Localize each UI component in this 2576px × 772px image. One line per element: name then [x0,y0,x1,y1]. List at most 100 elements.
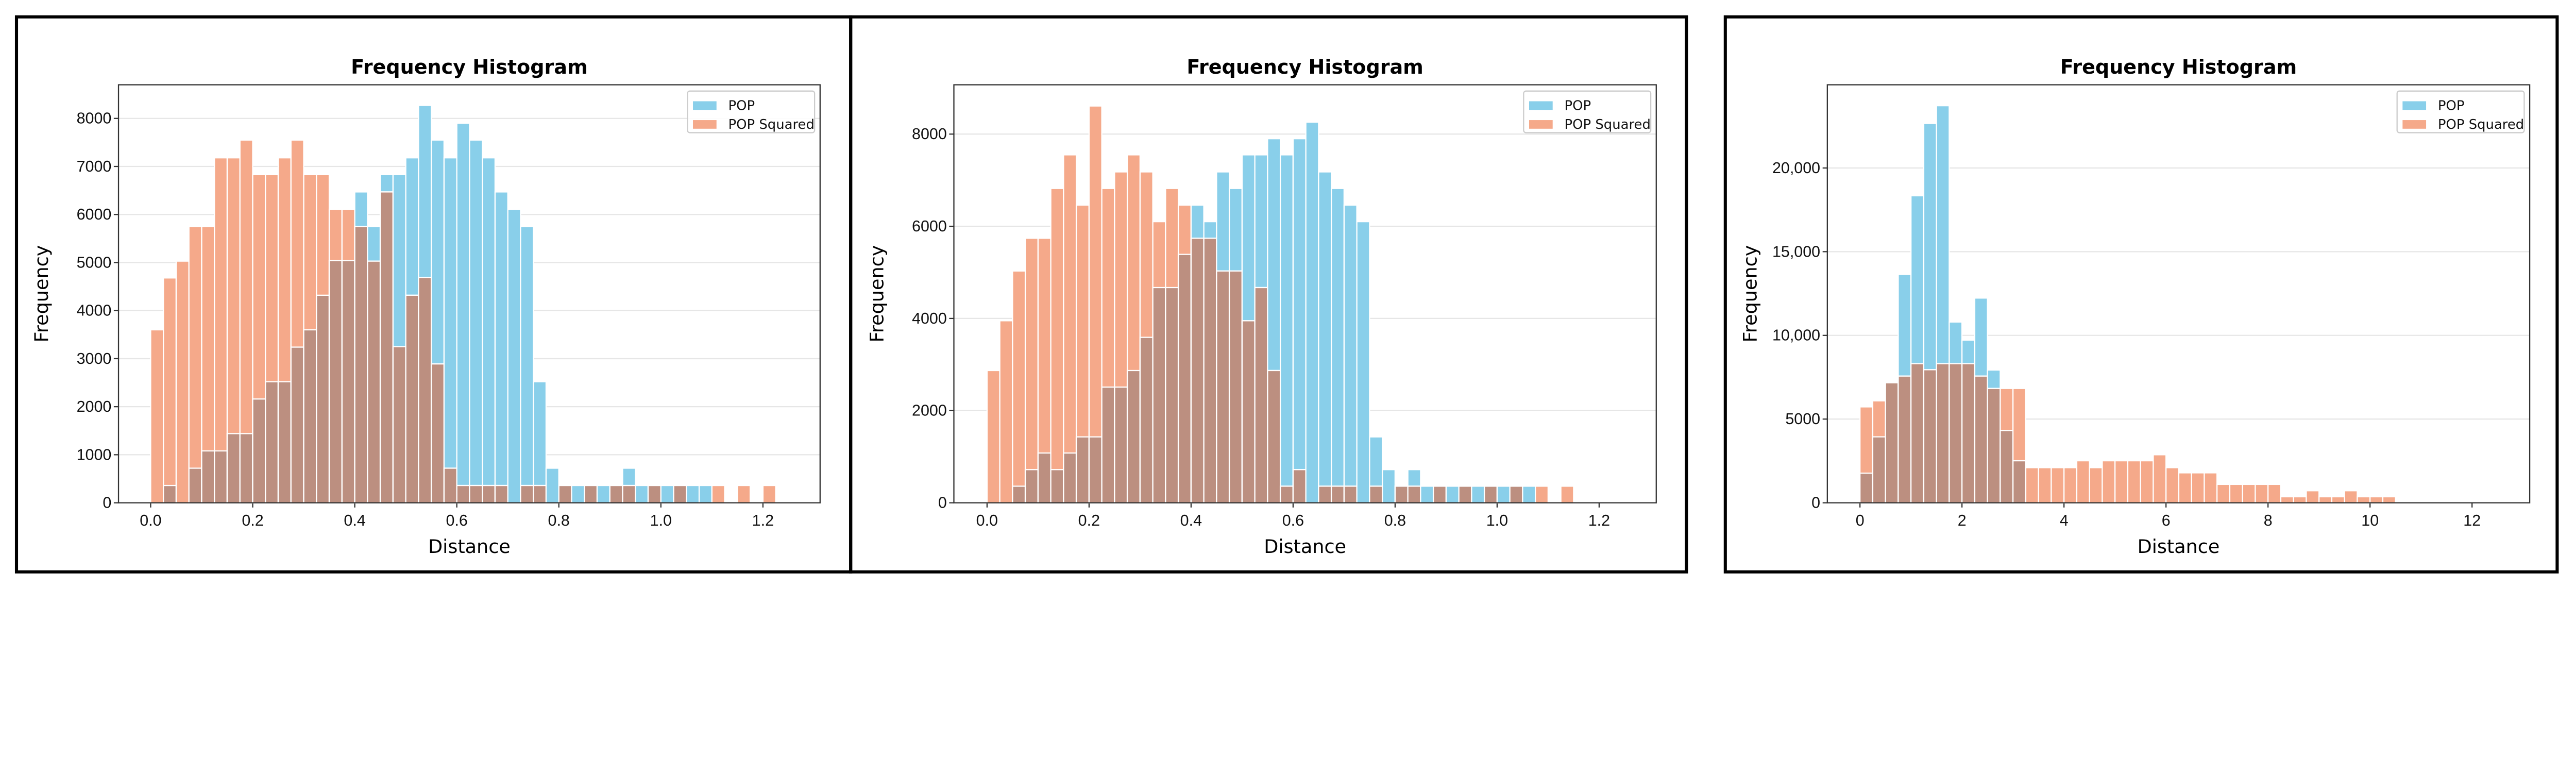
bar-pop [1343,204,1358,504]
bar-pop [545,467,560,504]
bar-pop-squared [150,329,164,504]
plot-area-frame [1826,84,2531,504]
bar-overlap [647,484,662,504]
x-tick-label: 0.6 [446,512,467,529]
bar-pop [507,208,521,504]
bar-pop [1471,485,1485,504]
legend-label: POP [2438,98,2465,113]
x-axis-label: Distance [428,535,511,558]
bar-overlap [469,484,483,504]
bar-pop [1445,485,1460,504]
bar-pop-squared [2267,483,2282,504]
y-tick-label: 2000 [77,398,112,415]
bar-overlap [290,346,304,504]
y-tick-label: 3000 [77,350,112,367]
bar-overlap [303,329,317,504]
bar-overlap [1458,485,1472,504]
bar-overlap [1075,436,1090,504]
histogram-chart-2: 0 2000 4000 6000 8000 0.0 0.2 0.4 0.6 0.8 1.0 1.2 Fr… [866,56,1657,558]
legend-swatch-pop-squared [1529,120,1553,129]
bar-overlap [239,433,253,504]
bar-overlap [609,484,623,504]
bar-overlap [1483,485,1498,504]
bar-pop-squared [2369,496,2384,504]
legend-swatch-pop [693,101,717,110]
legend: POP POP Squared [2396,90,2525,133]
bar-overlap [316,294,330,504]
bar-overlap [341,260,355,504]
y-tick-label: 15,000 [1772,243,1820,260]
bar-pop [1420,485,1434,504]
legend-box [2396,90,2525,133]
legend: POP POP Squared [1523,90,1652,133]
bar-pop [533,381,547,504]
y-tick-label: 0 [938,494,947,512]
bar-pop-squared [2382,496,2396,504]
bar-overlap [482,484,496,504]
bar-overlap [1267,370,1281,504]
bar-overlap [379,191,394,504]
bar-overlap [1407,485,1421,504]
bar-pop [482,157,496,504]
y-tick-label: 10,000 [1772,327,1820,344]
bar-overlap [1987,388,2001,504]
y-tick-label: 4000 [912,310,947,327]
y-axis-label: Frequency [866,245,888,343]
bar-overlap [1050,469,1064,504]
bar-overlap [1190,238,1205,504]
bar-pop-squared [1024,238,1039,504]
bar-overlap [1343,485,1358,504]
y-tick-label: 4000 [77,302,112,320]
panel-border-2 [849,15,1688,574]
bar-overlap [1948,363,1963,504]
bar-overlap [277,381,292,504]
legend-box [1523,90,1652,133]
bar-pop-squared [1534,485,1549,504]
bar-overlap [622,484,636,504]
bar-pop [1522,485,1536,504]
bar-pop-squared [2165,467,2180,504]
bar-pop-squared [2280,496,2294,504]
bar-pop-squared [762,484,776,504]
bar-overlap [1101,387,1115,504]
bar-pop-squared [1063,154,1077,504]
bar-overlap [558,484,572,504]
bar-overlap [163,484,177,504]
x-tick-label: 1.0 [1486,512,1508,529]
panel-border-3 [1723,15,2559,574]
bar-overlap [226,433,241,504]
bar-overlap [1279,485,1294,504]
legend-swatch-pop-squared [693,120,717,129]
bar-overlap [1139,337,1154,504]
y-tick-label: 20,000 [1772,159,1820,177]
bar-pop-squared [2127,460,2141,504]
bar-overlap [1152,287,1166,504]
y-tick-label: 8000 [912,125,947,143]
bar-pop-squared [2191,472,2205,504]
bar-overlap [1292,469,1307,504]
legend-box [687,90,816,133]
bar-pop [596,484,611,504]
legend-label: POP [728,98,755,113]
x-tick-label: 0.0 [140,512,161,529]
bar-pop [1381,469,1396,504]
bar-pop [698,484,713,504]
bar-overlap [418,277,432,504]
bar-overlap [188,467,202,504]
bar-pop-squared [2318,496,2333,504]
chart-title: Frequency Histogram [2060,56,2297,78]
bar-overlap [328,260,343,504]
bar-pop [635,484,649,504]
y-tick-label: 6000 [77,206,112,223]
x-tick-label: 12 [2463,512,2481,529]
bar-pop-squared [2025,467,2039,504]
bar-overlap [1012,485,1026,504]
bar-pop-squared [2089,467,2103,504]
x-tick-label: 0.4 [1180,512,1202,529]
bar-pop [1330,188,1345,504]
y-tick-label: 2000 [912,402,947,419]
bar-overlap [1509,485,1523,504]
bar-overlap [456,484,470,504]
bar-pop-squared [2255,483,2269,504]
x-axis-label: Distance [1264,535,1346,558]
